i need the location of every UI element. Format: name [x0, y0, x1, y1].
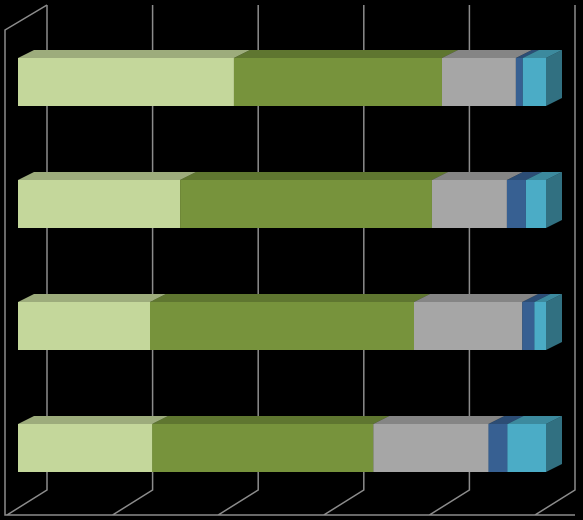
bar-top: [18, 50, 250, 58]
bar-top: [152, 416, 390, 424]
grid-line: [217, 5, 259, 516]
bar-top: [522, 294, 551, 302]
bar: [506, 180, 526, 228]
bar-side: [546, 50, 562, 106]
bar: [180, 180, 432, 228]
bar-top: [18, 172, 197, 180]
bar-top: [180, 172, 448, 180]
bar: [441, 58, 516, 106]
bar-top: [18, 416, 169, 424]
bar: [522, 58, 546, 106]
bar-top: [150, 294, 430, 302]
grid-line: [323, 5, 365, 516]
bar-top: [506, 172, 542, 180]
bar: [507, 424, 546, 472]
bar: [431, 180, 507, 228]
bar: [233, 58, 442, 106]
bar: [515, 58, 523, 106]
bar: [525, 180, 546, 228]
bar-top: [18, 294, 166, 302]
bar: [534, 302, 546, 350]
bar: [18, 302, 150, 350]
bar-top: [488, 416, 524, 424]
bar-top: [515, 50, 539, 58]
bar-side: [546, 172, 562, 228]
grid-line: [112, 5, 154, 516]
bar: [522, 302, 535, 350]
bar-side: [546, 416, 562, 472]
bar: [150, 302, 414, 350]
bar-top: [431, 172, 523, 180]
bar-top: [534, 294, 562, 302]
bar-top: [507, 416, 562, 424]
bar: [488, 424, 508, 472]
bar-top: [522, 50, 562, 58]
bar: [18, 58, 234, 106]
bar-top: [233, 50, 458, 58]
bar: [414, 302, 523, 350]
bar: [373, 424, 489, 472]
grid-line: [534, 5, 576, 516]
bar-top: [373, 416, 505, 424]
bar: [18, 424, 153, 472]
bar-top: [441, 50, 532, 58]
grid-line: [6, 5, 48, 516]
bar: [18, 180, 181, 228]
bar-top: [414, 294, 539, 302]
bar-side: [546, 294, 562, 350]
bar-top: [525, 172, 562, 180]
bar: [152, 424, 374, 472]
chart-frame: [4, 4, 575, 516]
grid-line: [429, 5, 471, 516]
